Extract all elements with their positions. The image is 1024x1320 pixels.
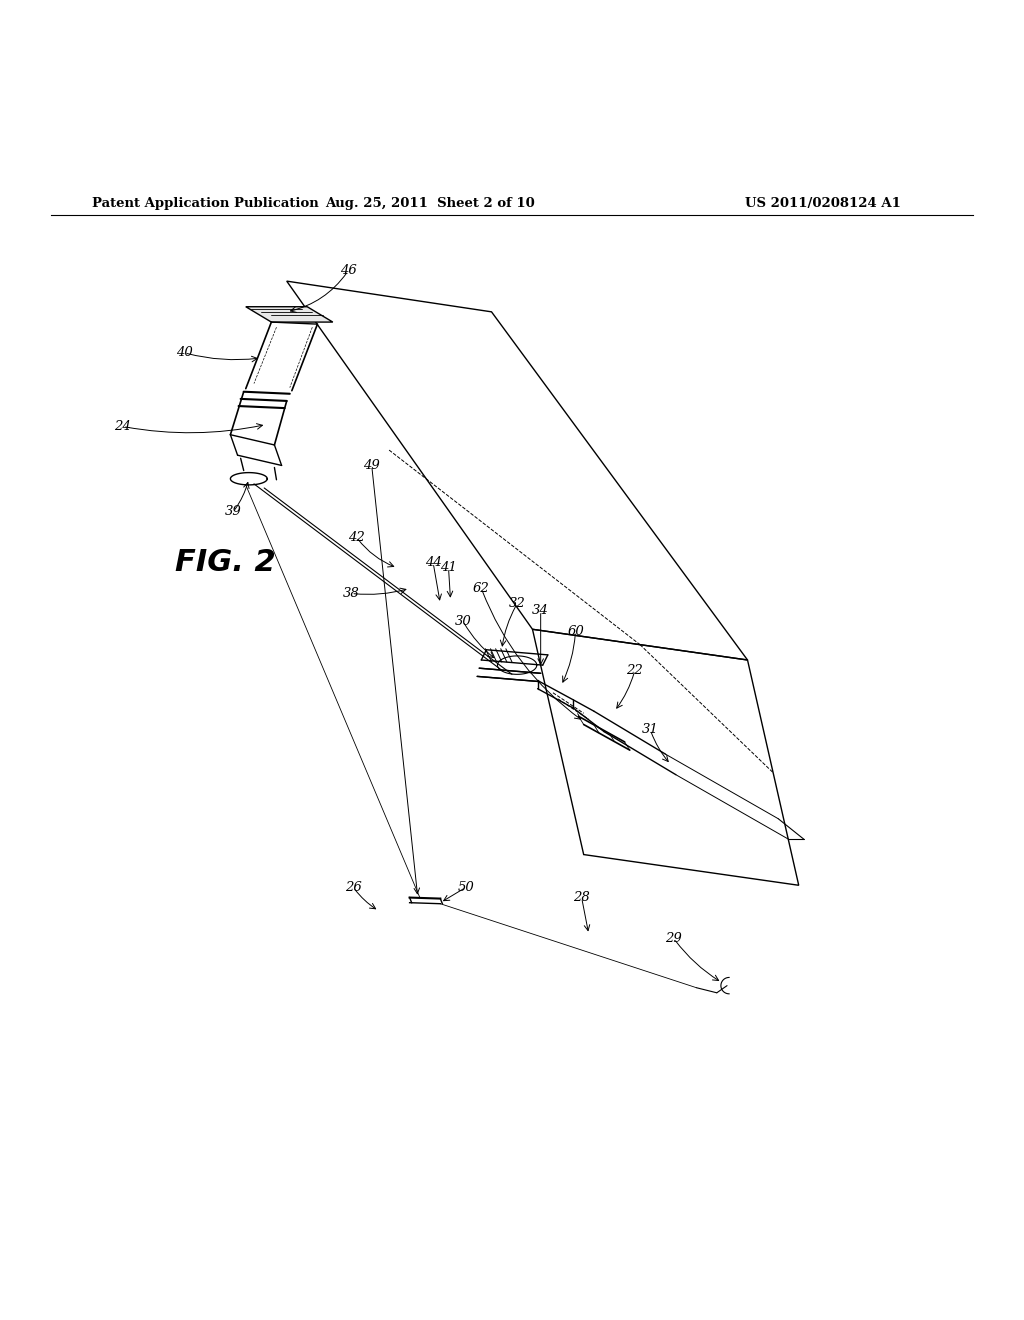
Text: 49: 49: [364, 459, 380, 473]
Text: 28: 28: [573, 891, 590, 904]
Text: 34: 34: [532, 605, 549, 618]
Text: 44: 44: [425, 556, 441, 569]
Text: 31: 31: [642, 723, 658, 737]
Text: 46: 46: [340, 264, 356, 277]
Polygon shape: [246, 306, 333, 322]
Text: 24: 24: [115, 420, 131, 433]
Text: Patent Application Publication: Patent Application Publication: [92, 197, 318, 210]
Text: 32: 32: [509, 597, 525, 610]
Text: 22: 22: [627, 664, 643, 677]
Text: 40: 40: [176, 346, 193, 359]
Text: 29: 29: [666, 932, 682, 945]
Text: 41: 41: [440, 561, 457, 574]
Text: 39: 39: [225, 506, 242, 517]
Text: 50: 50: [458, 880, 474, 894]
Text: 60: 60: [567, 624, 584, 638]
Text: Aug. 25, 2011  Sheet 2 of 10: Aug. 25, 2011 Sheet 2 of 10: [326, 197, 535, 210]
Text: 30: 30: [455, 615, 471, 627]
Text: 62: 62: [473, 582, 489, 595]
Text: US 2011/0208124 A1: US 2011/0208124 A1: [745, 197, 901, 210]
Text: 38: 38: [343, 587, 359, 599]
Text: FIG. 2: FIG. 2: [175, 548, 275, 577]
Text: 26: 26: [345, 880, 361, 894]
Text: 42: 42: [348, 531, 365, 544]
